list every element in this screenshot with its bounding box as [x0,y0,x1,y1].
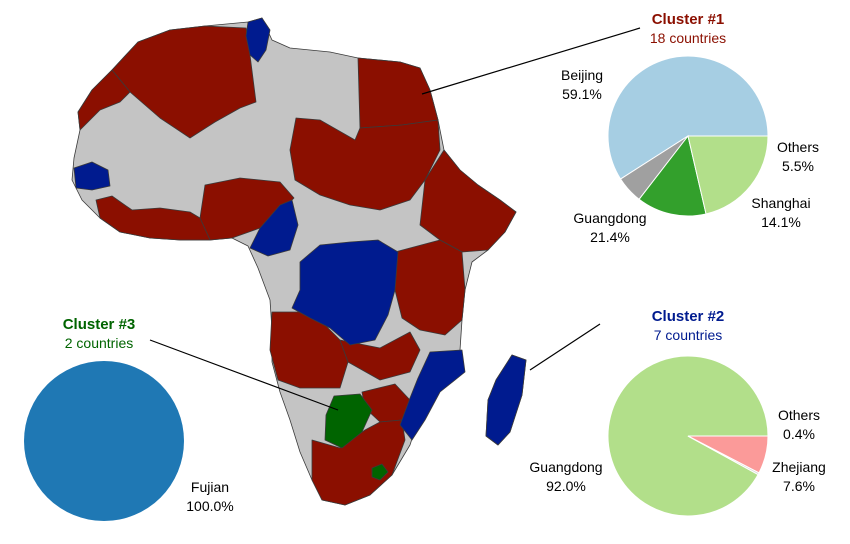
cluster3-label-fujian: Fujian [191,479,229,495]
cluster1-value-guangdong: 21.4% [590,229,630,245]
cluster1-value-others: 5.5% [782,158,814,174]
map-region-botswana-cluster3 [324,393,373,449]
map-region-mozambique-cluster2 [399,349,466,441]
leader-line-cluster1 [421,27,641,95]
cluster2-title: Cluster #2 [652,308,725,325]
cluster1-value-shanghai: 14.1% [761,214,801,230]
map-region-drc-cluster2 [291,239,399,346]
cluster1-label-others: Others [777,139,819,155]
cluster3-slices [24,361,184,521]
cluster1-slices [607,55,769,217]
map-region-madagascar-cluster2 [485,354,527,446]
leader-line-cluster3 [149,339,339,411]
cluster2-label-zhejiang: Zhejiang [772,459,826,475]
map-region-zambia-cluster1 [339,331,421,381]
map-region-east-africa-cluster1 [394,239,466,336]
cluster2-pie-chart: Cluster #2 7 countries Others 0.4% Zheji… [529,308,826,517]
cluster1-value-beijing: 59.1% [562,86,602,102]
cluster3-title: Cluster #3 [63,316,136,333]
cluster1-label-beijing: Beijing [561,67,603,83]
cluster2-label-guangdong: Guangdong [529,459,602,475]
cluster3-slice-fujian [24,361,184,521]
cluster1-subtitle: 18 countries [650,30,726,46]
cluster2-value-guangdong: 92.0% [546,478,586,494]
cluster2-slices [607,355,769,517]
cluster2-subtitle: 7 countries [654,327,722,343]
map-region-guinea-coast-cluster1 [95,195,211,241]
cluster2-label-others: Others [778,407,820,423]
cluster1-label-guangdong: Guangdong [573,210,646,226]
cluster1-slice-beijing [607,55,769,180]
cluster2-value-others: 0.4% [783,426,815,442]
cluster1-label-shanghai: Shanghai [751,195,810,211]
map-region-tunisia-cluster2 [245,17,271,63]
leader-lines [149,27,641,411]
cluster2-slice-zhejiang [687,435,769,474]
cluster3-value-fujian: 100.0% [186,498,233,514]
cluster1-slice-shanghai [638,134,707,217]
cluster2-value-zhejiang: 7.6% [783,478,815,494]
cluster3-pie-chart: Cluster #3 2 countries Fujian 100.0% [24,316,234,521]
cluster1-slice-guangdong [687,135,769,215]
map-region-northwest-cluster1 [77,69,131,131]
map-region-lesotho-cluster3 [371,463,389,481]
cluster1-pie-chart: Cluster #1 18 countries Beijing 59.1% Ot… [561,11,819,245]
map-region-senegal-cluster2 [73,161,111,191]
map-region-ethiopia-cluster1 [419,149,517,253]
cluster1-title: Cluster #1 [652,11,725,28]
africa-map [71,17,527,506]
cluster3-subtitle: 2 countries [65,335,133,351]
leader-line-cluster2 [529,323,601,371]
map-region-cameroon-cluster2 [249,199,299,257]
